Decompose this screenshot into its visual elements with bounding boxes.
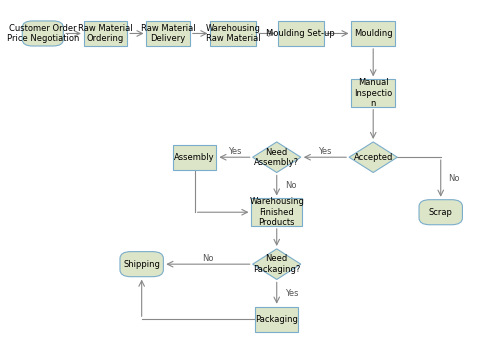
Text: Yes: Yes (228, 147, 241, 156)
FancyBboxPatch shape (419, 200, 463, 225)
Polygon shape (349, 142, 398, 172)
FancyBboxPatch shape (278, 21, 324, 46)
Text: Accepted: Accepted (354, 153, 393, 162)
FancyBboxPatch shape (22, 21, 64, 46)
FancyBboxPatch shape (352, 21, 395, 46)
Text: Packaging: Packaging (256, 315, 298, 324)
Text: Scrap: Scrap (429, 208, 452, 217)
FancyBboxPatch shape (120, 252, 164, 277)
Text: Yes: Yes (286, 288, 299, 297)
Text: Warehousing
Raw Material: Warehousing Raw Material (206, 24, 261, 43)
FancyBboxPatch shape (352, 79, 395, 107)
Text: Assembly: Assembly (174, 153, 215, 162)
Text: Need
Assembly?: Need Assembly? (254, 148, 300, 167)
FancyBboxPatch shape (252, 198, 302, 226)
FancyBboxPatch shape (146, 21, 190, 46)
Text: Customer Order
Price Negotiation: Customer Order Price Negotiation (6, 24, 79, 43)
Text: No: No (286, 181, 297, 190)
Text: Need
Packaging?: Need Packaging? (253, 255, 300, 274)
Text: Yes: Yes (318, 147, 332, 156)
FancyBboxPatch shape (255, 307, 298, 332)
Text: No: No (448, 174, 460, 183)
FancyBboxPatch shape (173, 145, 216, 170)
Text: Shipping: Shipping (123, 260, 160, 269)
Text: Moulding: Moulding (354, 29, 393, 38)
Text: Warehousing
Finished
Products: Warehousing Finished Products (250, 197, 304, 227)
Text: Moulding Set-up: Moulding Set-up (266, 29, 335, 38)
Polygon shape (252, 249, 301, 279)
FancyBboxPatch shape (210, 21, 256, 46)
Polygon shape (252, 142, 301, 172)
FancyBboxPatch shape (84, 21, 127, 46)
Text: Manual
Inspectio
n: Manual Inspectio n (354, 78, 393, 108)
Text: Raw Material
Delivery: Raw Material Delivery (141, 24, 196, 43)
Text: No: No (202, 254, 213, 263)
Text: Raw Material
Ordering: Raw Material Ordering (78, 24, 133, 43)
